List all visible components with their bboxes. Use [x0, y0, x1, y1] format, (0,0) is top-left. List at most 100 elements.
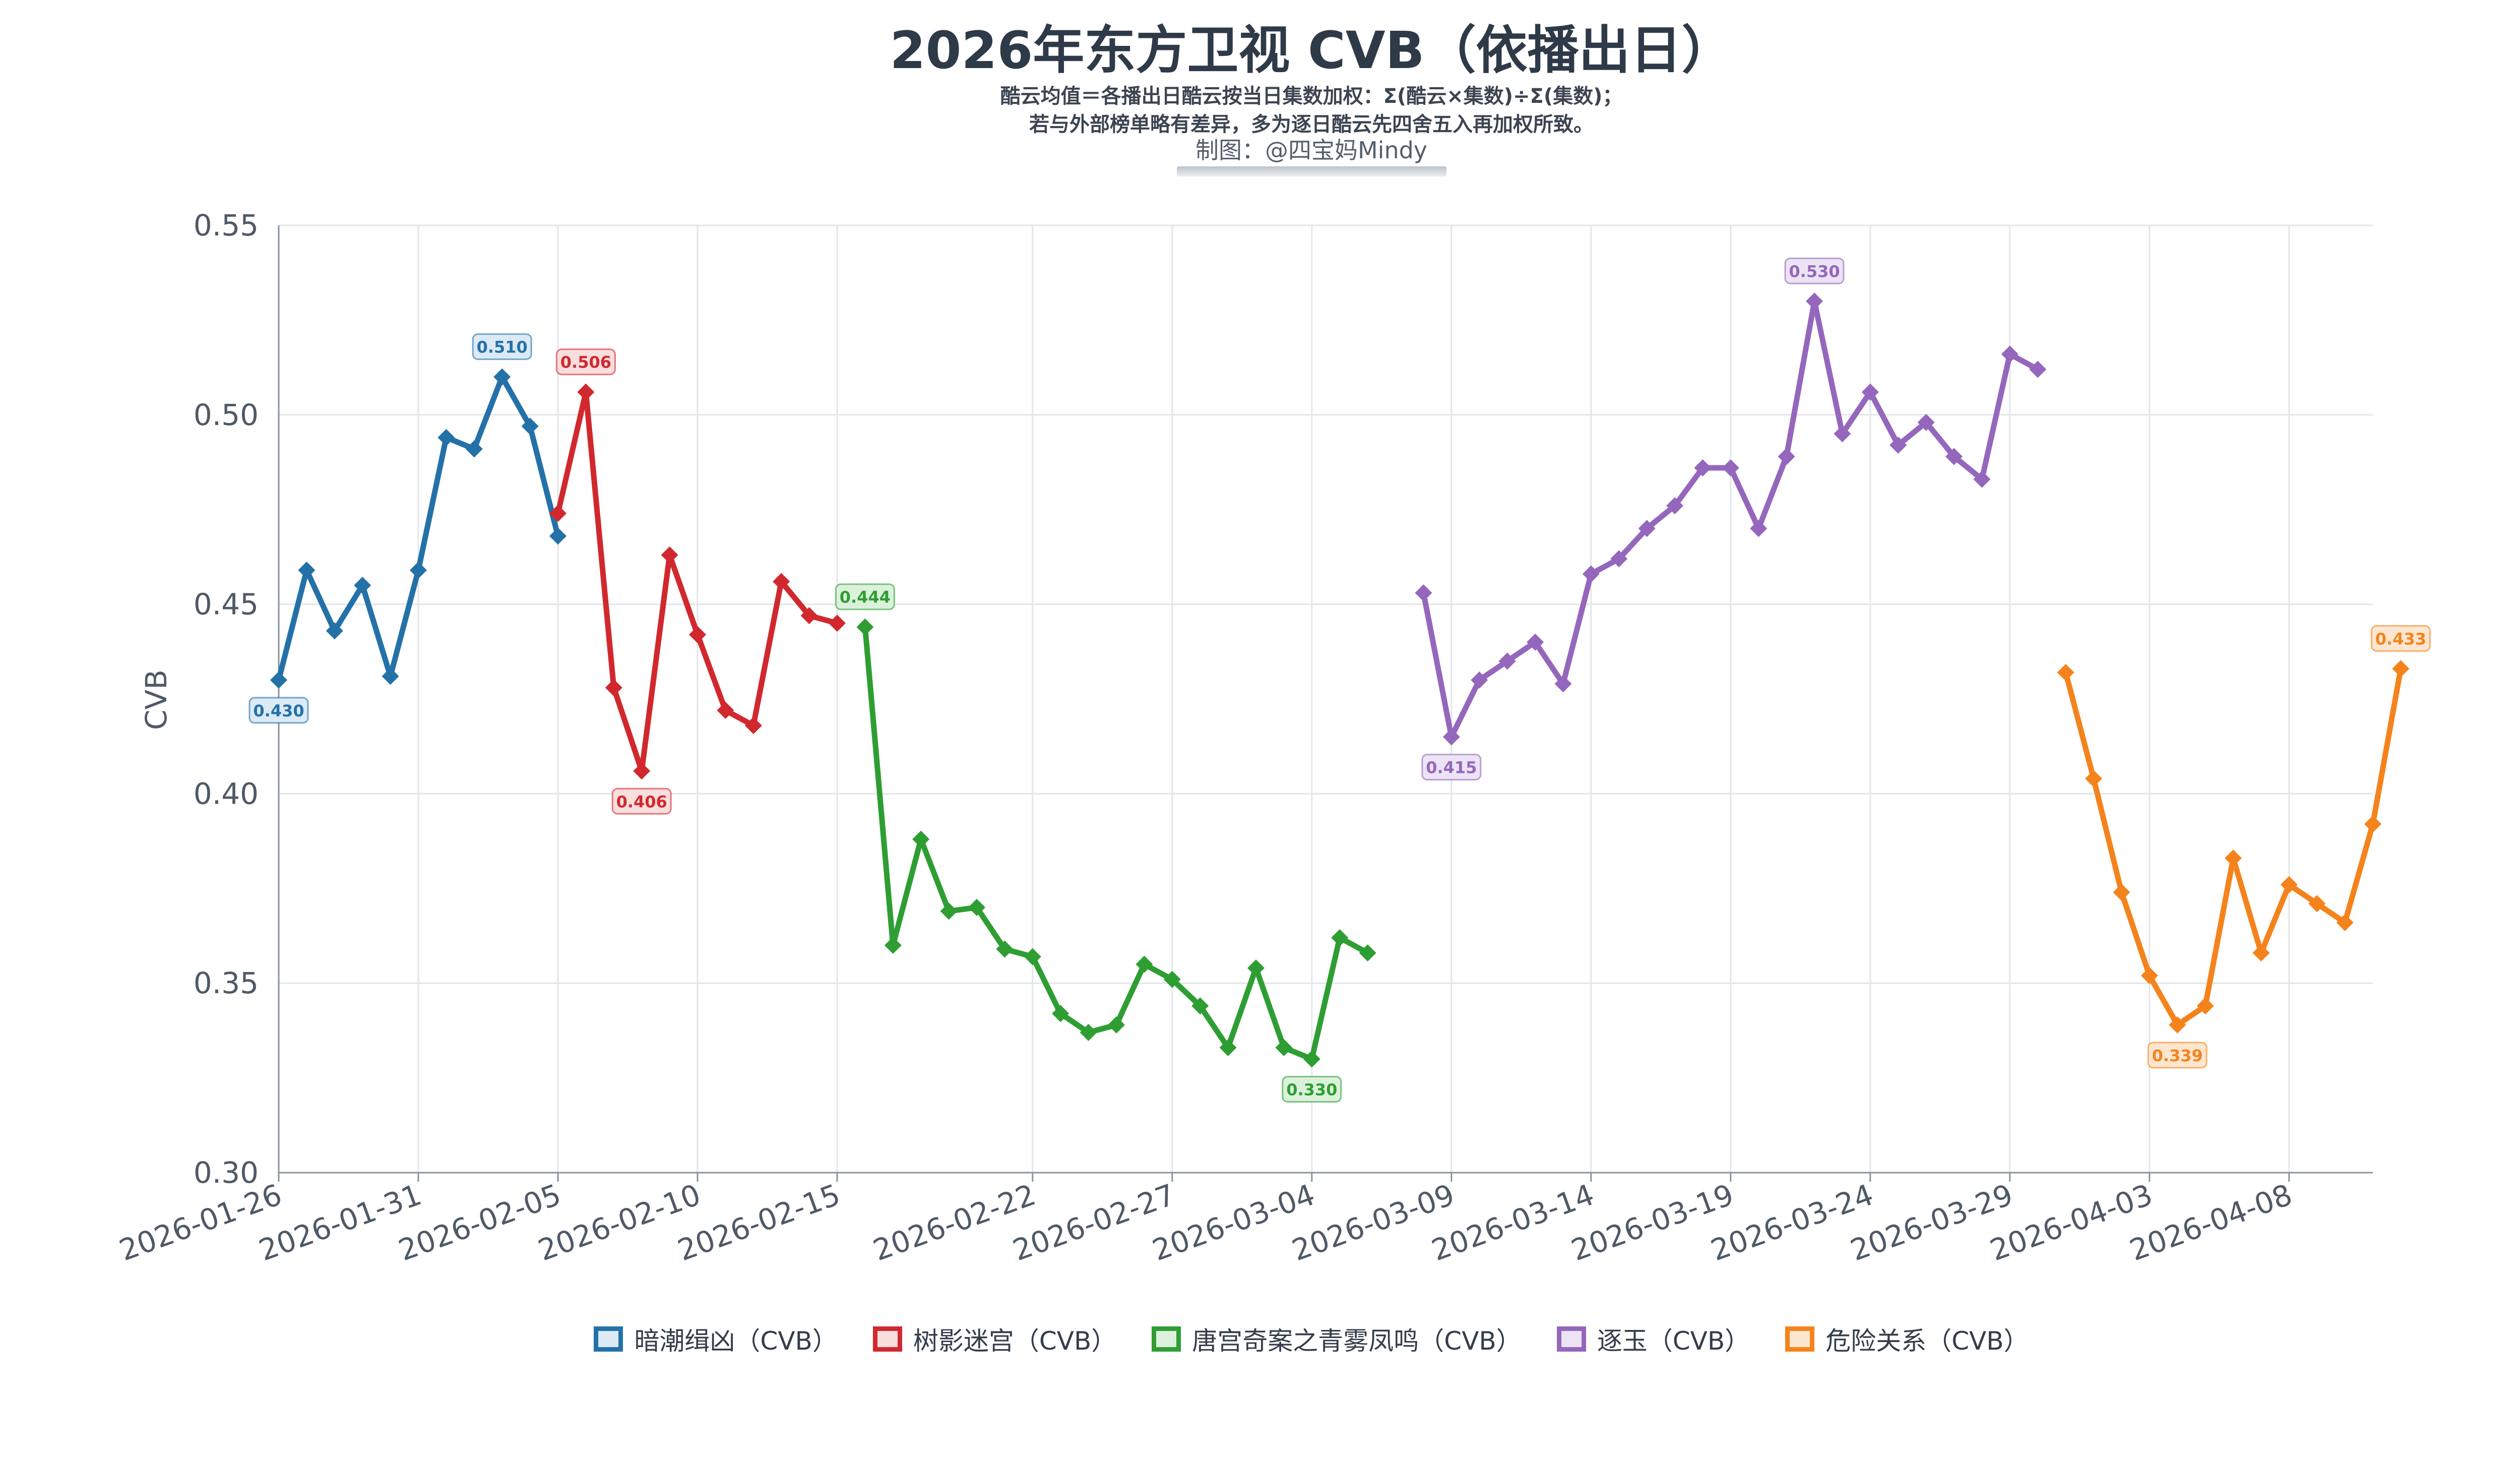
data-label-box — [248, 697, 309, 724]
chart-credit: 制图：@四宝妈Mindy — [1195, 137, 1428, 164]
y-tick-label: 0.55 — [194, 208, 259, 242]
legend-item[interactable]: 树影迷宫（CVB） — [872, 1321, 1116, 1357]
x-tick-label: 2026-02-10 — [534, 1177, 705, 1267]
data-point — [2252, 944, 2270, 962]
data-point — [298, 561, 316, 579]
y-tick-label: 0.40 — [194, 776, 259, 811]
y-tick-label: 0.35 — [194, 966, 259, 1000]
data-label: 0.430 — [253, 701, 304, 720]
data-point — [2364, 815, 2381, 833]
chart-subtitle-line1: 酷云均值＝各播出日酷云按当日集数加权：Σ(酷云×集数)÷Σ(集数)； — [1000, 85, 1623, 108]
data-point — [1610, 550, 1628, 568]
data-point — [354, 577, 371, 594]
data-point — [270, 671, 287, 689]
series-line-4 — [2063, 665, 2404, 1028]
chart-title: 2026年东方卫视 CVB（依播出日） — [890, 21, 1733, 81]
data-point — [1498, 652, 1516, 670]
data-point — [1889, 436, 1907, 454]
data-point — [2280, 876, 2298, 893]
data-point — [773, 573, 790, 590]
data-label-box — [1282, 1076, 1342, 1103]
data-point — [940, 902, 958, 920]
x-tick-label: 2026-01-26 — [115, 1177, 286, 1267]
data-point — [996, 940, 1014, 958]
data-point — [2029, 360, 2047, 378]
data-point — [1806, 292, 1823, 310]
series-layer — [270, 292, 2410, 1068]
data-label: 0.415 — [1426, 758, 1477, 777]
x-tick-label: 2026-04-08 — [2125, 1177, 2297, 1267]
data-point — [1861, 383, 1879, 401]
data-point — [382, 667, 399, 685]
legend-label: 唐宫奇案之青雾凤鸣（CVB） — [1192, 1326, 1522, 1356]
legend-item[interactable]: 逐玉（CVB） — [1556, 1321, 1750, 1357]
data-point — [605, 679, 622, 696]
x-tick-label: 2026-03-09 — [1288, 1177, 1459, 1267]
legend-swatch — [1152, 1326, 1181, 1352]
legend-item[interactable]: 暗潮缉凶（CVB） — [594, 1321, 838, 1357]
data-point — [1973, 470, 1991, 488]
data-point — [2336, 914, 2354, 931]
data-point — [689, 626, 706, 643]
data-point — [1024, 948, 1041, 965]
data-point — [1471, 671, 1488, 689]
x-tick-label: 2026-03-29 — [1846, 1177, 2018, 1267]
data-point — [1415, 584, 1432, 602]
y-tick-label: 0.50 — [194, 398, 259, 432]
data-point — [1582, 565, 1600, 583]
data-labels: 0.430 0.510 0.506 0.406 0.444 0.330 0.415 0.530… — [248, 257, 2431, 1103]
data-point — [437, 429, 455, 446]
data-point — [717, 702, 734, 719]
legend-swatch — [1556, 1326, 1586, 1352]
data-label-box — [835, 583, 895, 611]
data-point — [884, 937, 902, 954]
chart-subtitle-line2: 若与外部榜单略有差异，多为逐日酷云先四舍五入再加权所致。 — [1029, 113, 1594, 136]
data-point — [1750, 520, 1768, 537]
data-point — [1136, 955, 1153, 973]
data-point — [1080, 1023, 1097, 1041]
x-tick-label: 2026-02-05 — [394, 1177, 565, 1267]
data-point — [2308, 895, 2326, 913]
data-point — [1219, 1039, 1237, 1056]
legend-label: 暗潮缉凶（CVB） — [634, 1326, 838, 1356]
data-point — [744, 717, 762, 735]
data-point — [493, 368, 511, 386]
data-point — [1191, 997, 1209, 1015]
x-tick-label: 2026-03-04 — [1148, 1177, 1319, 1267]
legend-item[interactable]: 唐宫奇案之青雾凤鸣（CVB） — [1152, 1321, 1522, 1357]
data-label-box — [611, 787, 672, 815]
legend-label: 逐玉（CVB） — [1597, 1326, 1750, 1356]
data-point — [1834, 425, 1851, 443]
data-point — [521, 417, 539, 435]
data-point — [912, 830, 930, 848]
x-tick-label: 2026-03-19 — [1567, 1177, 1738, 1267]
data-point — [2113, 883, 2130, 901]
credit-underline — [1177, 166, 1446, 176]
data-point — [1247, 959, 1265, 977]
data-point — [1359, 944, 1376, 962]
data-point — [829, 615, 846, 632]
data-point — [2225, 849, 2242, 867]
data-point — [1275, 1039, 1293, 1056]
data-point — [661, 546, 678, 564]
data-label-box — [472, 333, 532, 360]
data-label: 0.406 — [616, 792, 667, 811]
data-point — [2392, 660, 2410, 678]
data-point — [1331, 929, 1349, 947]
legend: 暗潮缉凶（CVB） 树影迷宫（CVB） 唐宫奇案之青雾凤鸣（CVB） 逐玉（CVB） 危… — [0, 1321, 2520, 1357]
data-label: 0.530 — [1789, 262, 1840, 281]
y-axis-label: CVB — [139, 670, 173, 730]
data-point — [2057, 663, 2074, 681]
data-point — [2140, 967, 2158, 985]
x-tick-label: 2026-03-24 — [1707, 1177, 1878, 1267]
data-point — [1917, 413, 1935, 431]
y-tick-label: 0.30 — [194, 1156, 259, 1190]
data-label: 0.444 — [840, 588, 891, 607]
y-tick-labels: 0.30 0.35 0.40 0.45 0.50 0.55 — [194, 208, 259, 1190]
data-point — [1694, 459, 1712, 477]
data-label-box — [555, 348, 616, 376]
data-point — [1722, 459, 1739, 477]
data-label-box — [1421, 754, 1482, 781]
data-point — [2085, 770, 2102, 787]
legend-item[interactable]: 危险关系（CVB） — [1785, 1321, 2029, 1357]
